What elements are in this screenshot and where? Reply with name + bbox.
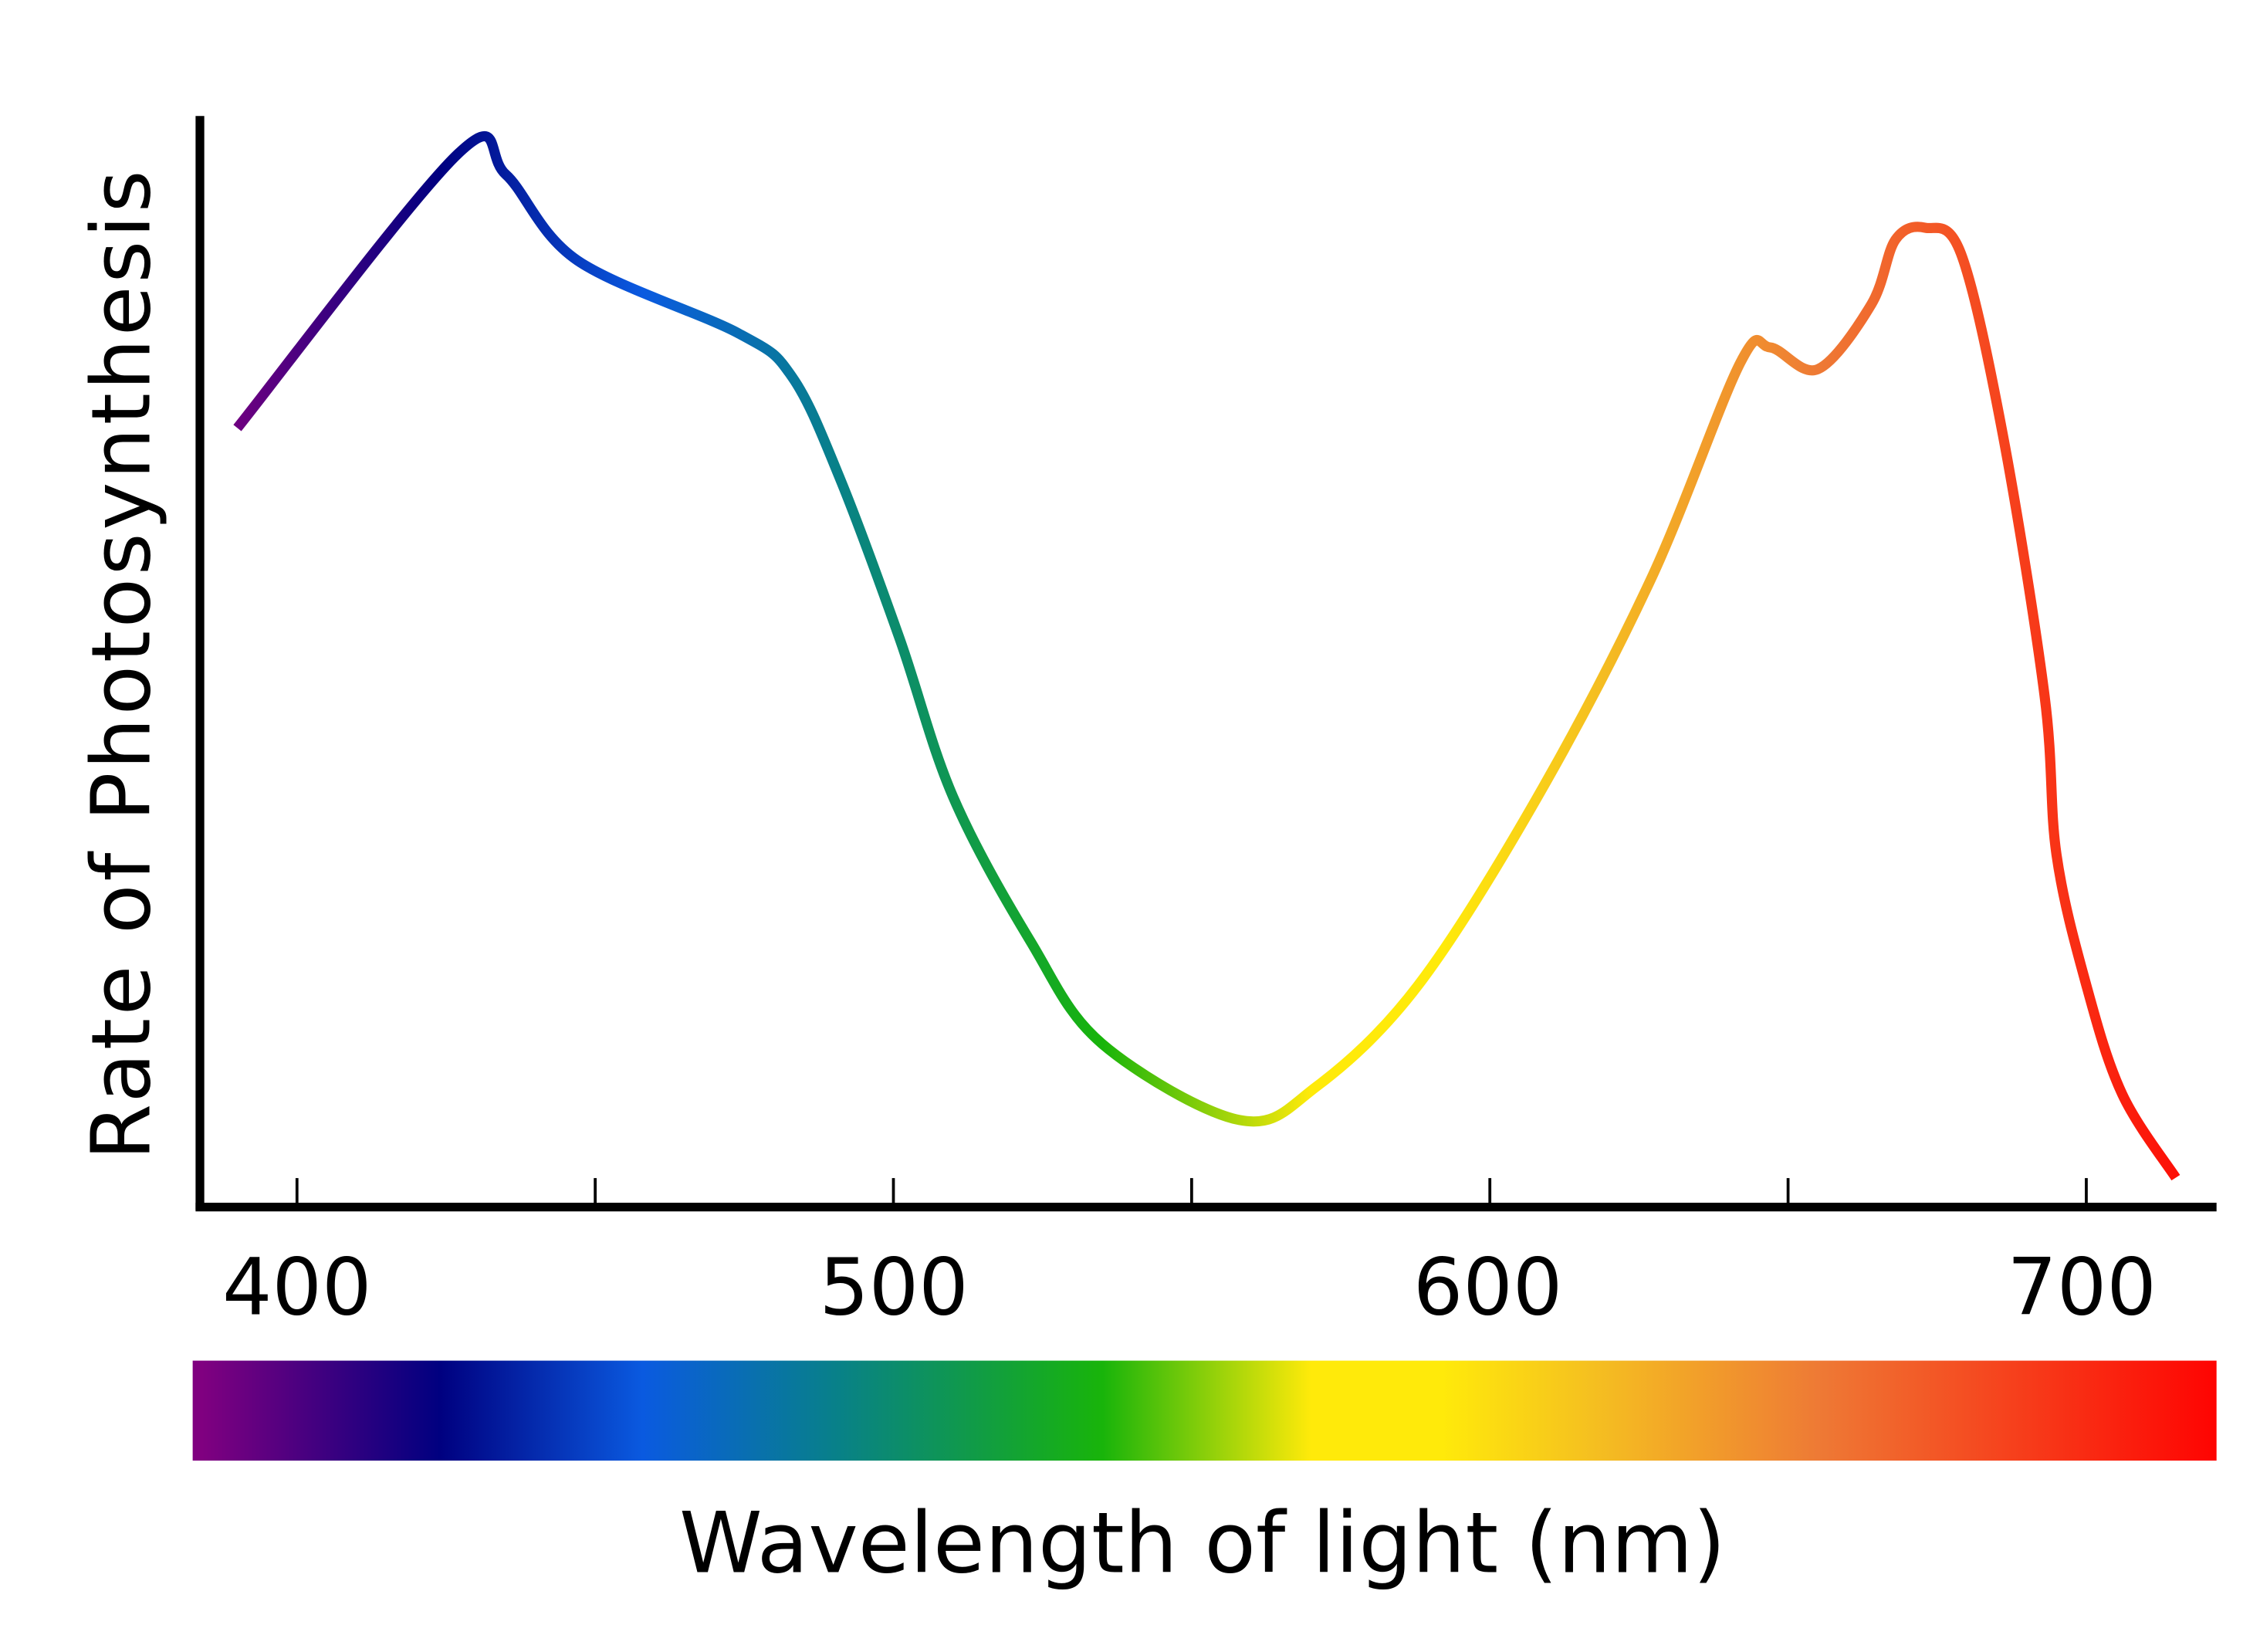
x-tick-label: 600	[1413, 1242, 1562, 1333]
x-tick-label: 500	[819, 1242, 968, 1333]
x-tick-label: 700	[2007, 1242, 2156, 1333]
x-axis-label: Wavelength of light (nm)	[679, 1495, 1726, 1593]
x-tick-labels: 400 500 600 700	[222, 1242, 2157, 1333]
series-line	[233, 130, 2180, 1181]
spectrum-color-bar	[192, 1360, 2217, 1461]
x-tick-label: 400	[222, 1242, 371, 1333]
x-axis-ticks	[295, 1178, 2088, 1207]
y-axis-label: Rate of Photosynthesis	[73, 168, 168, 1160]
